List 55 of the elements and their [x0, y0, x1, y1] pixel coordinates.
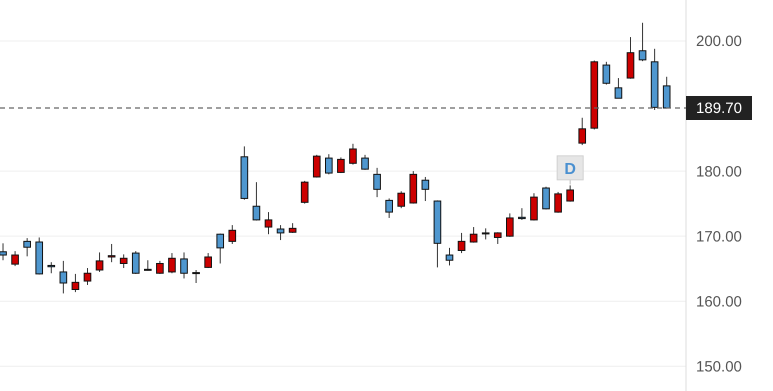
candlestick — [312, 154, 321, 178]
candlestick — [373, 167, 381, 198]
candlestick — [216, 233, 224, 264]
candlestick — [47, 262, 56, 274]
y-tick-label: 150.00 — [696, 358, 742, 376]
candlestick — [602, 61, 610, 86]
candlestick — [614, 78, 622, 99]
candlestick — [23, 238, 31, 257]
candlestick — [156, 260, 164, 274]
candlestick — [397, 190, 406, 209]
candlestick — [566, 184, 574, 202]
ref-line-label: 189.70 — [696, 100, 742, 118]
candlestick — [349, 143, 357, 166]
candlestick — [108, 243, 116, 263]
candlestick — [470, 226, 478, 244]
candlestick — [276, 224, 284, 241]
candlestick — [228, 224, 236, 244]
y-tick-label: 160.00 — [696, 293, 742, 310]
candlestick — [506, 212, 514, 238]
candlestick — [542, 186, 550, 210]
candlestick — [168, 252, 176, 274]
y-tick-label: 170.00 — [696, 228, 742, 246]
candlestick — [120, 254, 128, 269]
candlestick — [446, 247, 454, 266]
candlestick — [662, 76, 671, 110]
candlestick — [325, 154, 333, 175]
candlestick — [204, 252, 212, 269]
candlestick — [0, 242, 7, 261]
candlestick — [458, 232, 466, 254]
candlestick — [300, 180, 309, 204]
y-tick-label: 200.00 — [696, 33, 742, 50]
candlestick — [252, 182, 260, 222]
candlestick — [578, 117, 586, 146]
candlestick — [638, 22, 646, 62]
annotation: D — [564, 160, 576, 178]
candlestick — [518, 208, 526, 220]
candlestick — [132, 250, 140, 274]
y-tick-label: 180.00 — [696, 163, 742, 180]
candlestick — [72, 273, 80, 293]
candlestick — [60, 260, 68, 294]
candlestick — [84, 268, 92, 286]
candlestick — [180, 252, 188, 279]
candlestick — [554, 191, 562, 214]
candlestick — [530, 192, 538, 222]
candlestick — [96, 252, 104, 272]
candlestick — [337, 156, 345, 174]
candlestick — [144, 260, 152, 272]
candlestick — [192, 269, 200, 284]
candlestick — [288, 222, 296, 234]
candlestick — [385, 198, 393, 218]
candlestick — [361, 154, 369, 170]
candlestick — [264, 212, 272, 235]
candlestick — [11, 250, 19, 267]
candlestick — [482, 228, 490, 240]
candlestick — [422, 176, 430, 202]
